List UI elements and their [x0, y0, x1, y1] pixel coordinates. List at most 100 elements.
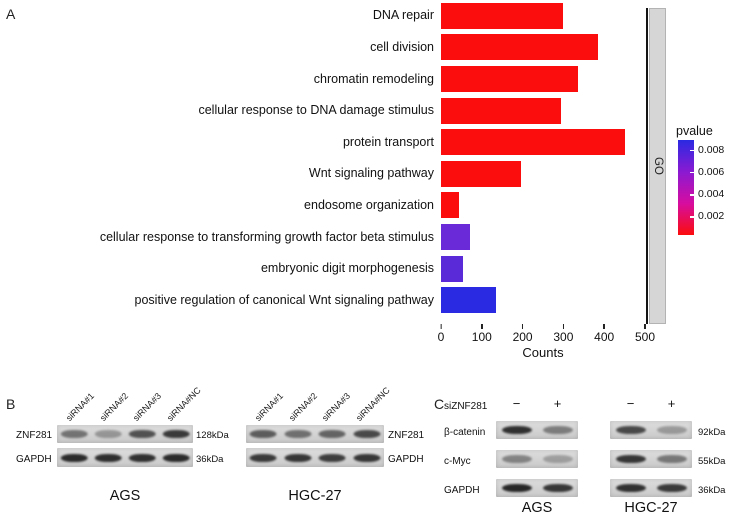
- legend-tick-mark: [690, 194, 694, 196]
- x-tick-mark: [440, 324, 442, 329]
- protein-band: [353, 453, 381, 462]
- blot-hgc27-znf281: [246, 425, 384, 443]
- protein-band: [615, 426, 646, 434]
- protein-band: [656, 426, 687, 434]
- x-tick-label: 100: [471, 330, 492, 344]
- panel-b-label: B: [6, 396, 16, 412]
- treatment-sign: −: [512, 396, 521, 411]
- protein-band: [284, 430, 312, 438]
- protein-band: [318, 453, 346, 462]
- x-tick: 500: [635, 324, 655, 344]
- category-label: positive regulation of canonical Wnt sig…: [134, 292, 434, 307]
- blot-c-ags-bcatenin: [496, 421, 578, 439]
- lane-label: siRNA#NC: [164, 385, 203, 423]
- x-tick-mark: [481, 324, 483, 329]
- lane-label: siRNA#NC: [353, 385, 392, 423]
- protein-band: [501, 426, 532, 434]
- chart-row: endosome organization: [0, 190, 645, 222]
- protein-band: [542, 455, 573, 463]
- treatment-sign: +: [553, 396, 562, 411]
- category-label: cellular response to DNA damage stimulus: [198, 103, 434, 118]
- bar-track: [441, 2, 645, 29]
- x-tick-mark: [644, 324, 646, 329]
- legend-gradient: [678, 140, 694, 235]
- go-bar: [441, 287, 497, 314]
- lane-label: siRNA#2: [97, 390, 131, 423]
- category-label: Wnt signaling pathway: [308, 166, 434, 181]
- protein-band: [615, 455, 646, 463]
- legend-tick-mark: [690, 149, 694, 151]
- go-bar: [441, 97, 562, 124]
- protein-band: [162, 453, 190, 462]
- x-tick-mark: [521, 324, 524, 329]
- protein-label-cmyc: c-Myc: [444, 456, 471, 467]
- legend-tick-label: 0.004: [698, 188, 725, 201]
- chart-row: embryonic digit morphogenesis: [0, 253, 645, 285]
- chart-row: cell division: [0, 32, 645, 64]
- protein-band: [249, 430, 277, 438]
- lane-labels-ags: siRNA#1 siRNA#2 siRNA#3 siRNA#NC: [58, 385, 202, 424]
- go-bar: [441, 34, 599, 61]
- blot-c-ags-cmyc: [496, 450, 578, 468]
- legend-title: pvalue: [676, 124, 713, 138]
- lane-label: siRNA#3: [320, 390, 353, 423]
- sign-row-ags: − +: [496, 396, 578, 412]
- legend-tick-label: 0.008: [698, 143, 725, 156]
- lane-label: siRNA#1: [64, 390, 97, 423]
- x-tick-label: 0: [437, 330, 445, 344]
- protein-label-znf281-hgc27: ZNF281: [388, 430, 425, 441]
- chart-row: cellular response to transforming growth…: [0, 221, 645, 253]
- protein-band: [501, 455, 532, 463]
- blot-ags-znf281: [57, 425, 193, 443]
- go-bar: [441, 65, 578, 92]
- lane-labels-hgc27: siRNA#1 siRNA#2 siRNA#3 siRNA#NC: [247, 385, 391, 424]
- plot-right-border: [646, 8, 648, 324]
- blot-hgc27-gapdh: [246, 448, 384, 467]
- bar-track: [441, 97, 645, 124]
- protein-band: [656, 455, 687, 463]
- x-tick: 300: [553, 324, 573, 344]
- protein-band: [656, 484, 687, 492]
- lane-label: siRNA#1: [253, 390, 286, 423]
- x-axis-title: Counts: [522, 345, 564, 360]
- cell-line-ags-c: AGS: [521, 500, 553, 516]
- bar-track: [441, 129, 645, 156]
- kda-label-55: 55kDa: [698, 456, 726, 467]
- lane-label: siRNA#2: [286, 390, 320, 423]
- go-bar: [441, 129, 625, 156]
- x-tick-label: 400: [594, 330, 615, 344]
- protein-label-gapdh-ags: GAPDH: [16, 454, 52, 465]
- panel-a-label: A: [6, 6, 16, 22]
- kda-label-92: 92kDa: [698, 427, 726, 438]
- legend-ticks: 0.008 0.006 0.004 0.002: [698, 140, 732, 235]
- protein-band: [542, 426, 573, 434]
- protein-band: [615, 484, 646, 492]
- legend-tick-label: 0.006: [698, 165, 725, 178]
- protein-band: [284, 453, 312, 462]
- go-bar: [441, 223, 470, 250]
- protein-band: [94, 430, 122, 438]
- category-label: protein transport: [342, 134, 434, 149]
- chart-row: cellular response to DNA damage stimulus: [0, 95, 645, 127]
- x-tick-label: 200: [512, 330, 533, 344]
- protein-band: [353, 430, 381, 438]
- chart-row: chromatin remodeling: [0, 63, 645, 95]
- protein-band: [249, 453, 277, 462]
- kda-label-36: 36kDa: [196, 454, 224, 465]
- sign-row-hgc27: − +: [610, 396, 692, 412]
- bar-track: [441, 192, 645, 219]
- protein-label-znf281-ags: ZNF281: [16, 430, 53, 441]
- chart-row: Wnt signaling pathway: [0, 158, 645, 190]
- blot-ags-gapdh: [57, 448, 193, 467]
- bar-track: [441, 223, 645, 250]
- protein-band: [60, 430, 88, 438]
- go-chart-rows: DNA repair cell division chromatin remodel…: [0, 2, 645, 314]
- category-label: embryonic digit morphogenesis: [260, 261, 434, 276]
- bar-track: [441, 255, 645, 282]
- panel-c-label: C: [434, 396, 445, 412]
- treatment-sign: −: [626, 396, 635, 411]
- x-tick: 0: [437, 324, 445, 344]
- protein-band: [501, 484, 532, 492]
- go-bar: [441, 192, 460, 219]
